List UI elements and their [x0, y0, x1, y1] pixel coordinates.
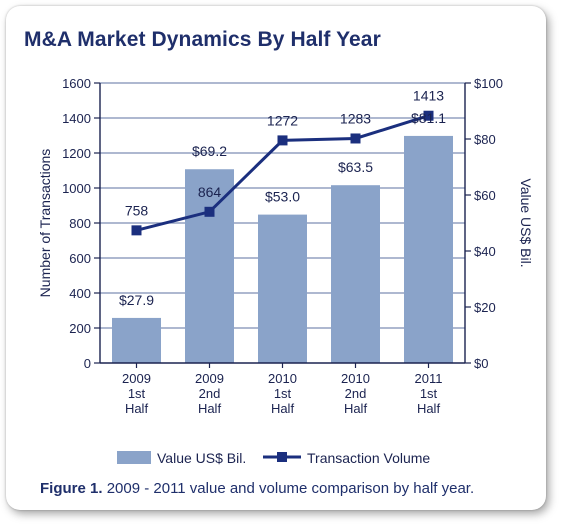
y-tick-label: 400 — [69, 286, 91, 301]
x-tick-label: 2010 — [341, 371, 370, 386]
bar — [404, 135, 453, 363]
x-tick-label: Half — [125, 401, 149, 416]
y-axis-label: Number of Transactions — [37, 149, 53, 298]
line-point — [423, 110, 434, 121]
x-tick-label: 2011 — [415, 371, 443, 386]
bar-data-label: $53.0 — [265, 189, 300, 205]
caption-label: Figure 1. — [40, 480, 103, 497]
caption-text: 2009 - 2011 value and volume comparison … — [106, 480, 475, 497]
legend: Value US$ Bil. Transaction Volume — [117, 450, 430, 466]
y-tick-label: 1400 — [62, 111, 91, 126]
legend-marker-volume — [277, 452, 287, 462]
x-tick-label: 1st — [274, 386, 292, 401]
bar — [331, 185, 380, 363]
bar-data-label: $81.1 — [411, 110, 446, 126]
y-tick-label: 200 — [69, 321, 91, 336]
x-tick-label: 2009 — [122, 371, 151, 386]
line-data-label: 864 — [198, 184, 222, 200]
x-tick-label: 2009 — [195, 371, 224, 386]
x-tick-label: 2010 — [268, 371, 297, 386]
legend-swatch-value — [117, 451, 151, 464]
x-tick-label: 1st — [420, 386, 438, 401]
bar — [112, 317, 161, 363]
y2-tick-label: $20 — [474, 300, 496, 315]
y2-axis-label: Value US$ Bil. — [518, 178, 534, 267]
y-tick-label: 600 — [69, 251, 91, 266]
y-tick-label: 1600 — [62, 76, 91, 91]
y2-tick-label: $0 — [474, 356, 488, 371]
line-point — [277, 135, 288, 146]
series-line-volume — [136, 114, 429, 232]
line-point — [204, 206, 215, 217]
line-data-label: 1272 — [267, 112, 298, 128]
y-tick-label: 800 — [69, 216, 91, 231]
bar-data-label: $69.2 — [192, 143, 227, 159]
y-tick-label: 1200 — [62, 146, 91, 161]
y-tick-label: 1000 — [62, 181, 91, 196]
y2-tick-label: $100 — [474, 76, 503, 91]
y2-tick-label: $80 — [474, 132, 496, 147]
figure-caption: Figure 1. 2009 - 2011 value and volume c… — [40, 480, 474, 497]
legend-label-value: Value US$ Bil. — [157, 450, 246, 466]
x-tick-label: Half — [198, 401, 222, 416]
x-tick-label: 2nd — [345, 386, 367, 401]
line-data-label: 758 — [125, 202, 149, 218]
y2-tick-label: $40 — [474, 244, 496, 259]
bar-data-label: $63.5 — [338, 159, 373, 175]
y2-tick-label: $60 — [474, 188, 496, 203]
bar-data-label: $27.9 — [119, 292, 154, 308]
line-data-label: 1413 — [413, 88, 444, 104]
line-point — [350, 133, 361, 144]
x-tick-label: Half — [344, 401, 368, 416]
x-tick-label: 1st — [128, 386, 146, 401]
x-tick-label: 2nd — [199, 386, 221, 401]
line-point — [131, 225, 142, 236]
chart-title: M&A Market Dynamics By Half Year — [24, 28, 381, 51]
x-tick-label: Half — [417, 401, 441, 416]
bar — [258, 214, 307, 363]
line-data-label: 1283 — [340, 110, 371, 126]
x-tick-label: Half — [271, 401, 295, 416]
y-tick-label: 0 — [84, 356, 91, 371]
legend-label-volume: Transaction Volume — [307, 450, 430, 466]
bar — [185, 169, 234, 363]
